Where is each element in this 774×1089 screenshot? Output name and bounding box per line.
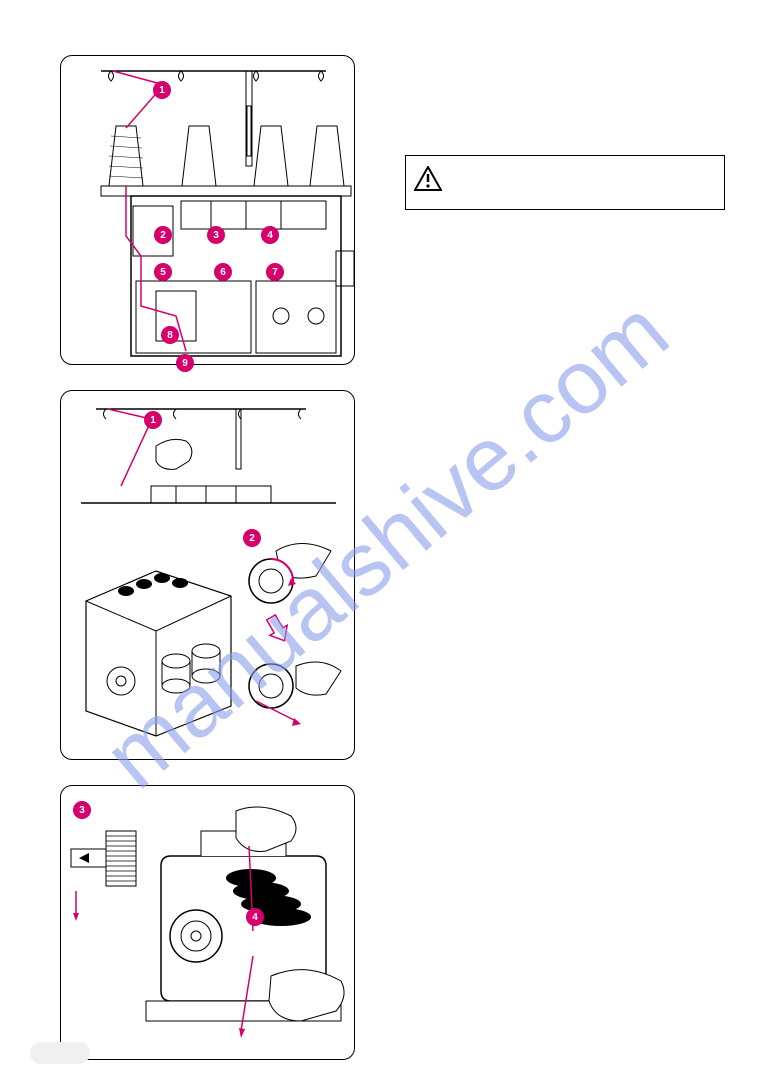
callout-6: 6	[214, 263, 232, 281]
callout-1: 1	[153, 81, 171, 99]
callout-5: 5	[154, 263, 172, 281]
figure-2: 1 2	[60, 390, 355, 760]
callout-2: 2	[154, 226, 172, 244]
figure-1-diagram	[61, 56, 356, 366]
callout-4: 4	[261, 226, 279, 244]
callout-9: 9	[176, 354, 194, 372]
callout-3: 3	[207, 226, 225, 244]
callout-7: 7	[266, 263, 284, 281]
warning-icon	[414, 166, 442, 192]
callout-4: 4	[246, 908, 264, 926]
figure-1: 1 2 3 4 5 6 7 8 9	[60, 55, 355, 365]
figure-3-diagram	[61, 786, 356, 1061]
callout-1: 1	[144, 411, 162, 429]
callout-2: 2	[243, 529, 261, 547]
figure-2-diagram	[61, 391, 356, 761]
figure-3: 3 4	[60, 785, 355, 1060]
callout-8: 8	[161, 326, 179, 344]
figure-column: 1 2 3 4 5 6 7 8 9	[60, 55, 355, 1085]
callout-3: 3	[73, 801, 91, 819]
caution-box	[405, 155, 725, 210]
page-footer-pill	[30, 1042, 90, 1064]
